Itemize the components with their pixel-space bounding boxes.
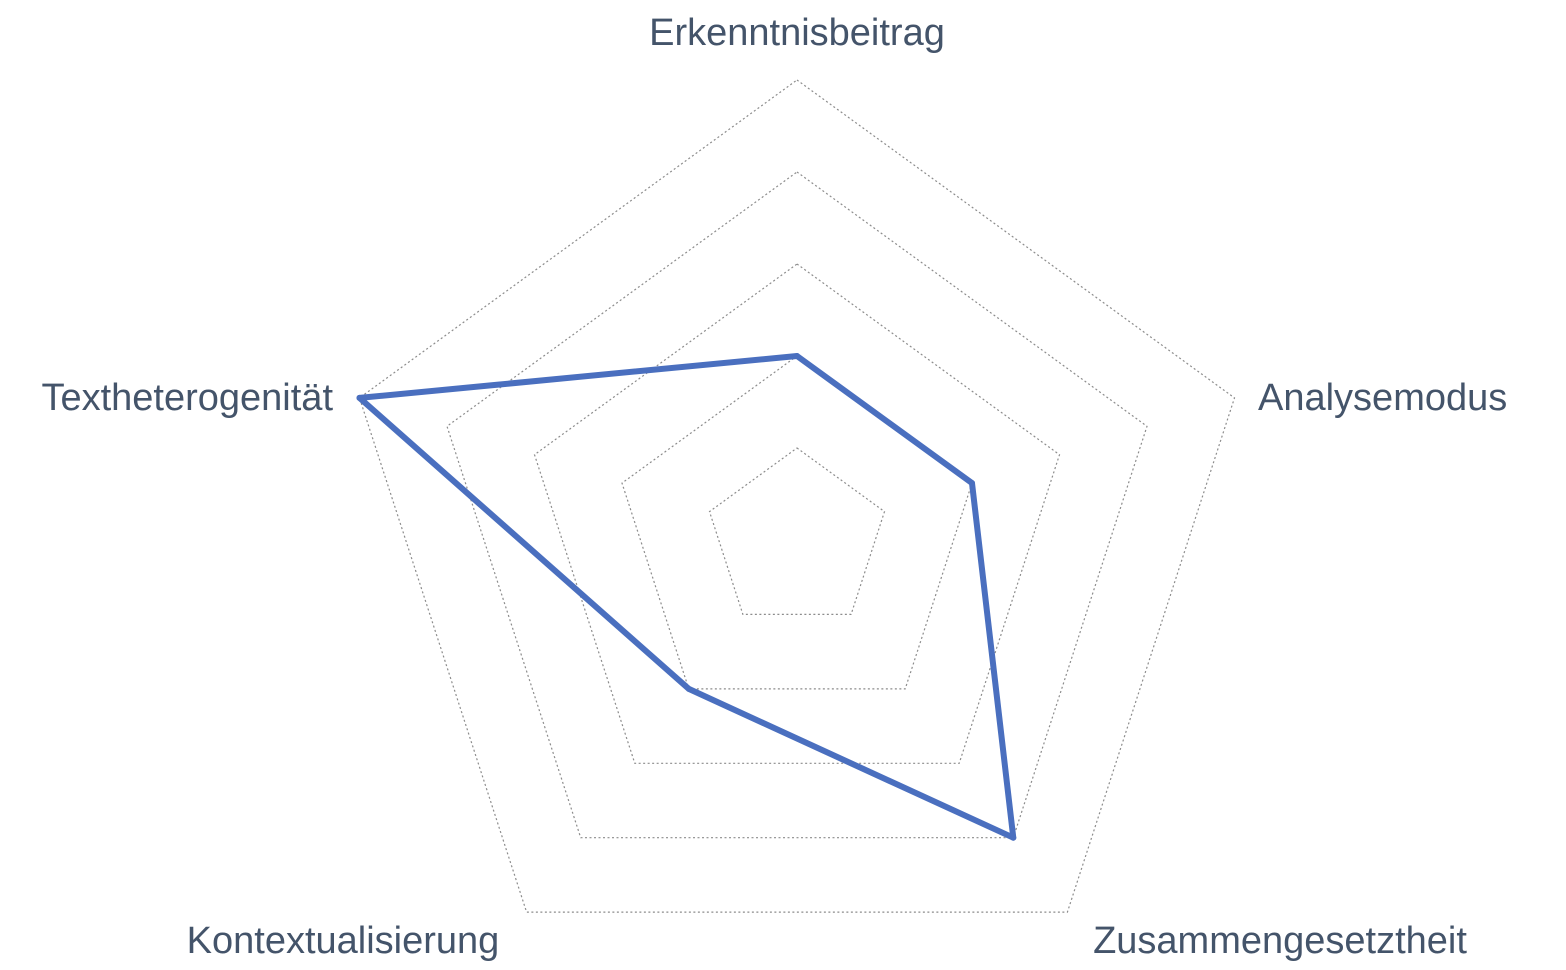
series-line-0 bbox=[356, 353, 1017, 841]
axis-labels: Erkenntnisbeitrag Analysemodus Zusammenges… bbox=[41, 12, 1507, 962]
series-0-point-3 bbox=[685, 685, 692, 692]
grid-ring-3 bbox=[533, 263, 1061, 764]
series-0-point-0 bbox=[794, 353, 800, 359]
series-layer bbox=[356, 353, 1017, 841]
grid-ring-5 bbox=[358, 79, 1236, 913]
axis-label-4: Textheterogenität bbox=[41, 377, 333, 419]
grid-ring-4 bbox=[446, 171, 1148, 839]
grid-layer bbox=[358, 79, 1236, 913]
series-0-point-2 bbox=[1010, 834, 1017, 841]
grid-ring-2 bbox=[621, 355, 973, 690]
axis-label-2: Zusammengesetztheit bbox=[1093, 920, 1467, 962]
axis-label-3: Kontextualisierung bbox=[187, 920, 500, 962]
series-0-point-4 bbox=[356, 394, 363, 401]
grid-ring-1 bbox=[708, 447, 886, 616]
axis-label-0: Erkenntnisbeitrag bbox=[649, 12, 945, 54]
axis-label-1: Analysemodus bbox=[1258, 377, 1507, 419]
series-0-point-1 bbox=[969, 480, 975, 487]
